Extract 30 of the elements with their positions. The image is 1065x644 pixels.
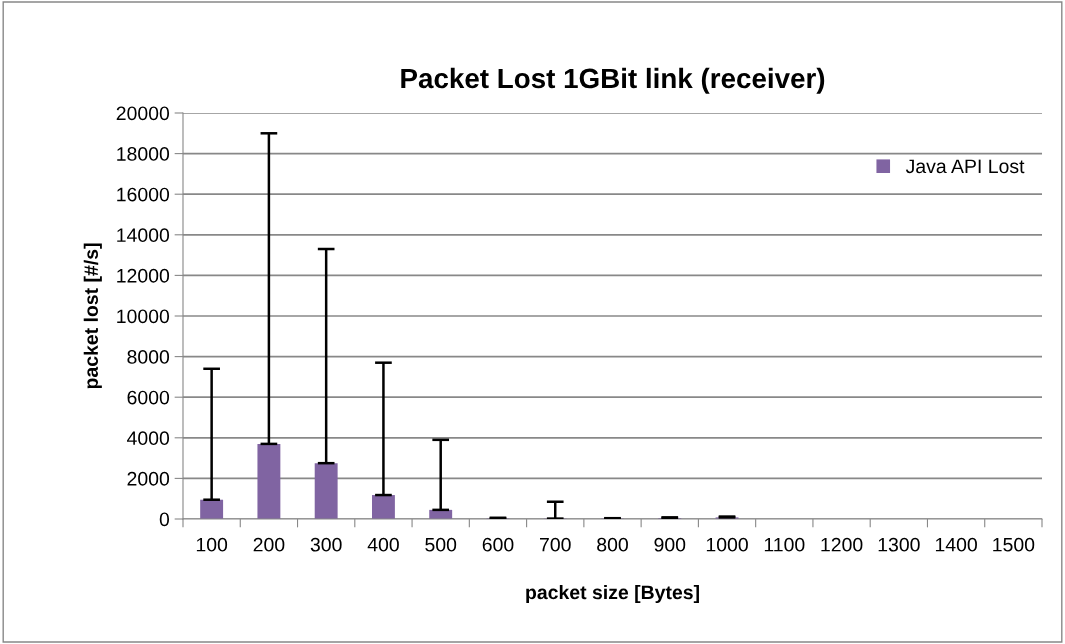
- y-tick-label: 20000: [116, 106, 170, 121]
- x-tick-label: 100: [196, 537, 228, 552]
- x-tick-label: 1400: [935, 537, 977, 552]
- y-axis-title: packet lost [#/s]: [83, 243, 102, 389]
- legend-label: Java API Lost: [905, 159, 1025, 174]
- x-tick-label: 1500: [993, 537, 1035, 552]
- y-tick-label: 6000: [127, 390, 170, 405]
- y-tick-label: 12000: [117, 268, 170, 283]
- x-tick-label: 300: [310, 537, 342, 552]
- y-tick-label: 8000: [127, 350, 170, 364]
- y-tick-label: 10000: [117, 309, 170, 324]
- x-tick-label: 900: [654, 537, 686, 552]
- x-tick-label: 700: [540, 537, 571, 552]
- y-tick-label: 4000: [127, 431, 170, 446]
- x-tick-label: 600: [482, 537, 514, 552]
- x-tick-label: 1000: [706, 537, 748, 552]
- x-tick-label: 400: [367, 537, 399, 552]
- x-tick-label: 800: [597, 537, 628, 552]
- x-tick-label: 500: [425, 537, 457, 552]
- y-tick-label: 14000: [117, 228, 170, 243]
- y-tick-label: 0: [159, 512, 170, 527]
- x-tick-label: 1100: [764, 537, 805, 552]
- y-tick-label: 18000: [117, 147, 170, 161]
- y-tick-label: 2000: [127, 471, 170, 486]
- y-tick-label: 16000: [117, 187, 170, 202]
- x-tick-label: 1300: [878, 537, 920, 552]
- chart-title: Packet Lost 1GBit link (receiver): [401, 67, 825, 94]
- x-tick-label: 200: [253, 537, 285, 552]
- x-tick-label: 1200: [821, 537, 863, 552]
- x-axis-title: packet size [Bytes]: [526, 584, 699, 604]
